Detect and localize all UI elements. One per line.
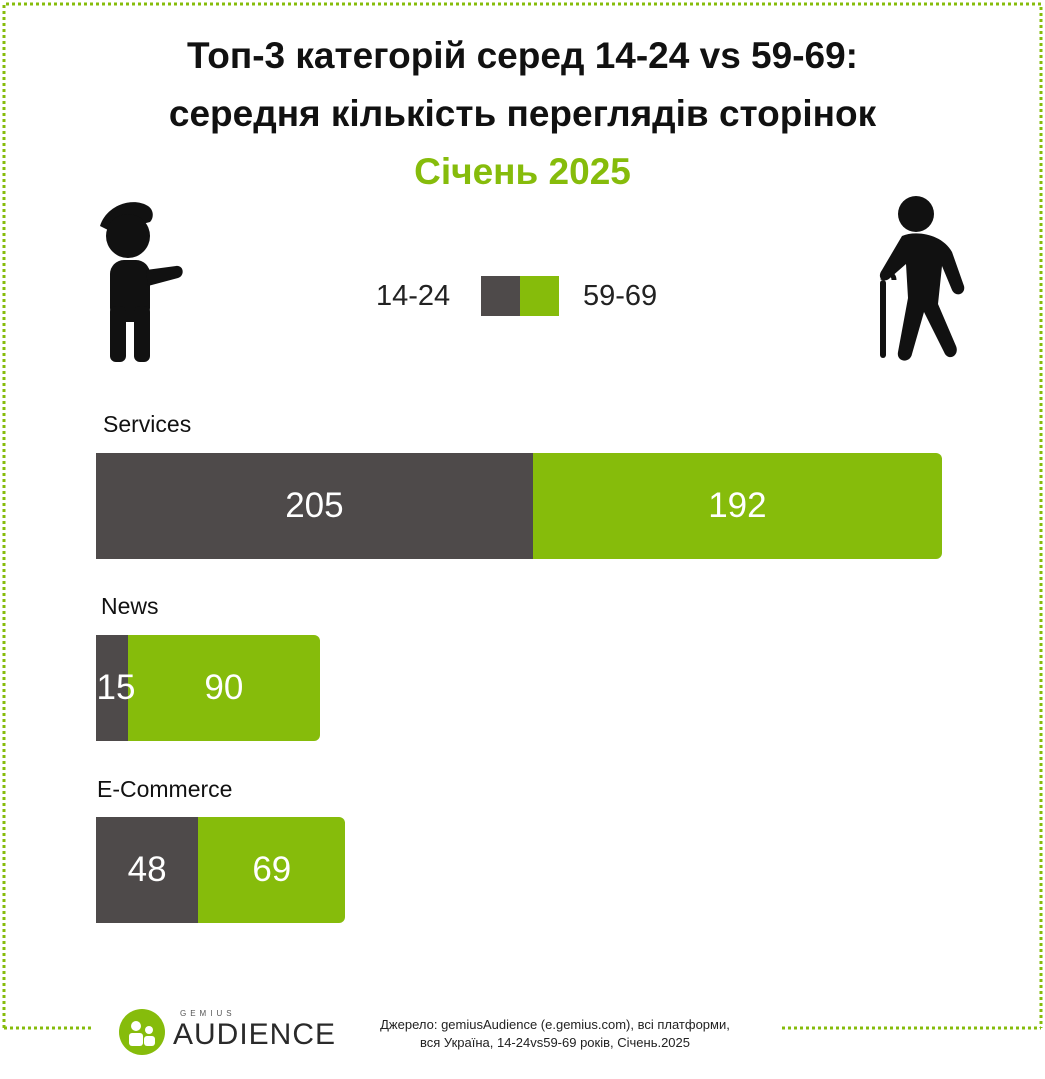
source-note: Джерело: gemiusAudience (e.gemius.com), … — [350, 1016, 760, 1052]
gemius-audience-logo: GEMIUS AUDIENCE — [118, 1008, 338, 1058]
bar-segment-e-commerce-59-69 — [198, 817, 346, 923]
legend-label-59-69: 59-69 — [583, 280, 658, 312]
chart-title-line-1: Топ-3 категорій серед 14-24 vs 59-69: — [186, 35, 859, 76]
young-person-icon — [100, 202, 183, 362]
source-note-line-2: вся Україна, 14-24vs59-69 років, Січень.… — [419, 1035, 691, 1050]
source-note-line-1: Джерело: gemiusAudience (e.gemius.com), … — [380, 1017, 730, 1032]
category-label-news: News — [101, 593, 159, 619]
value-label-services-14-24: 205 — [285, 486, 344, 525]
value-label-news-59-69: 90 — [204, 668, 244, 707]
bar-row-e-commerce: 48 69 — [96, 817, 346, 923]
value-label-news-14-24: 15 — [96, 668, 136, 707]
bar-row-news: 15 90 — [96, 635, 320, 741]
elderly-person-with-cane-icon — [879, 196, 965, 361]
bar-segment-services-14-24 — [96, 453, 533, 559]
chart-subtitle: Січень 2025 — [414, 151, 631, 192]
value-label-e-commerce-14-24: 48 — [127, 850, 167, 889]
legend-label-14-24: 14-24 — [376, 280, 451, 312]
audience-logo-icon — [119, 1009, 165, 1055]
value-label-services-59-69: 192 — [708, 486, 767, 525]
bar-segment-news-59-69 — [127, 635, 320, 741]
logo-main-text: AUDIENCE — [173, 1018, 337, 1051]
legend-swatch-59-69 — [520, 276, 559, 316]
chart-title-line-2: середня кількість переглядів сторінок — [168, 93, 877, 134]
bar-row-services: 205 192 — [96, 453, 942, 559]
category-label-e-commerce: E-Commerce — [97, 776, 233, 802]
bar-segment-news-14-24 — [96, 635, 128, 741]
value-label-e-commerce-59-69: 69 — [252, 850, 292, 889]
bar-segment-services-59-69 — [532, 453, 942, 559]
category-label-services: Services — [103, 411, 192, 437]
logo-small-text: GEMIUS — [180, 1009, 236, 1018]
legend-swatch-14-24 — [481, 276, 520, 316]
bar-segment-e-commerce-14-24 — [96, 817, 199, 923]
